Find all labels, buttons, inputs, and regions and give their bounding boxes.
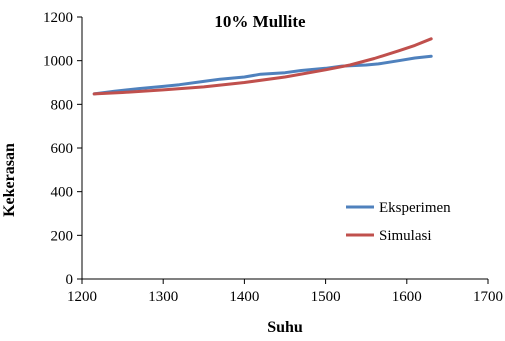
series-line-simulasi xyxy=(92,37,433,96)
x-tick-label: 1300 xyxy=(148,289,178,305)
y-tick-label: 0 xyxy=(66,272,74,288)
x-axis-ticks: 1200 1300 1400 1500 1600 1700 xyxy=(67,279,503,305)
chart-title: 10% Mullite xyxy=(214,12,306,31)
y-tick-label: 400 xyxy=(51,185,74,201)
x-tick-label: 1600 xyxy=(392,289,422,305)
series-line-eksperimen xyxy=(92,54,433,96)
y-axis-ticks: 0 200 400 600 800 1000 1200 xyxy=(43,10,82,288)
series-layer xyxy=(92,37,433,96)
y-axis-title: Kekerasan xyxy=(1,143,18,217)
x-tick-label: 1400 xyxy=(229,289,259,305)
y-tick-label: 200 xyxy=(51,228,74,244)
x-axis-title: Suhu xyxy=(267,319,303,336)
x-tick-label: 1700 xyxy=(473,289,503,305)
y-tick-label: 800 xyxy=(51,97,74,113)
y-tick-label: 600 xyxy=(51,141,74,157)
x-tick-label: 1500 xyxy=(311,289,341,305)
y-tick-label: 1000 xyxy=(43,54,73,70)
x-tick-label: 1200 xyxy=(67,289,97,305)
legend-label: Eksperimen xyxy=(379,200,451,216)
legend-label: Simulasi xyxy=(379,228,432,244)
y-tick-label: 1200 xyxy=(43,10,73,26)
legend: Eksperimen Simulasi xyxy=(346,200,451,244)
